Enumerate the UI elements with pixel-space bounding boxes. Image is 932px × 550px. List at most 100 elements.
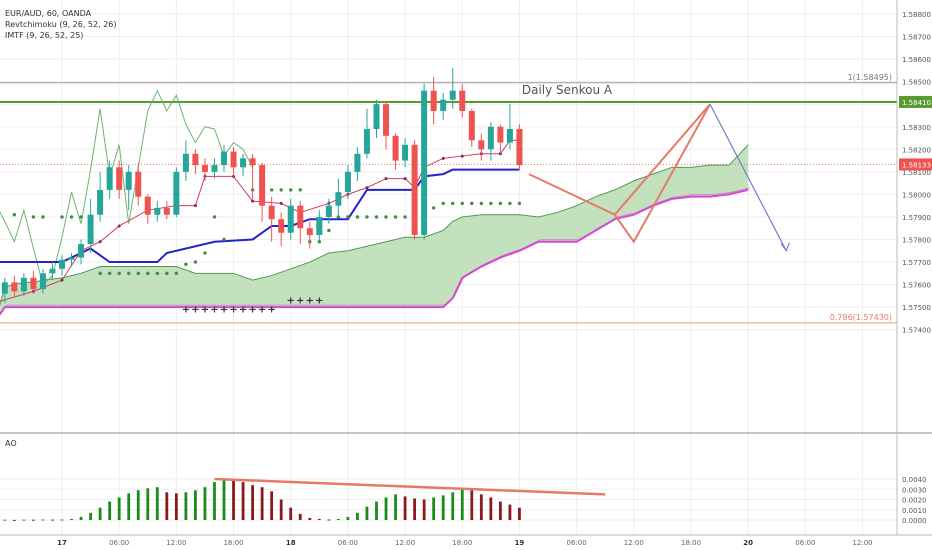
senkou-span-b-line [0, 188, 749, 316]
ao-legend[interactable]: AO [5, 439, 17, 448]
ao-bar [489, 497, 493, 520]
tenkan-dot [279, 201, 283, 205]
candle-body [59, 259, 65, 269]
signal-dot [69, 215, 74, 219]
price-tick-label: 1.58800 [902, 11, 931, 19]
ao-bar [89, 512, 92, 520]
candle-body [449, 90, 456, 100]
arrowhead-icon [780, 242, 790, 253]
ao-bar [508, 504, 512, 520]
plus-marker: + [229, 304, 237, 315]
candle-body [30, 277, 37, 290]
signal-dot [184, 262, 188, 267]
tenkan-dot [251, 199, 255, 203]
ao-bar [41, 519, 45, 521]
signal-dot [222, 237, 226, 242]
signal-dot [117, 271, 121, 276]
price-tick-label: 1.58600 [902, 56, 931, 64]
revtchimoku-legend[interactable]: Revtchimoku (9, 26, 52, 26) [5, 20, 117, 29]
signal-dot [174, 271, 179, 276]
ao-bar [241, 482, 245, 520]
candle-body [316, 216, 323, 235]
plus-marker: + [210, 304, 218, 315]
chikou-line [0, 89, 254, 286]
price-tick-label: 1.57500 [902, 304, 931, 312]
signal-dot [165, 271, 169, 276]
fib-1-label: 1(1.58495) [848, 73, 892, 82]
ao-bar [155, 487, 159, 520]
ao-tick-label: 0.0030 [902, 486, 927, 494]
candle-body [182, 153, 189, 172]
candle-body [259, 165, 266, 206]
ao-bar [498, 501, 502, 520]
candle-body [402, 144, 409, 161]
price-tick-label: 1.57900 [902, 214, 931, 222]
candle-body [201, 165, 208, 172]
time-tick-label: 20 [743, 539, 753, 547]
signal-dot [384, 215, 388, 219]
candle-body [135, 171, 142, 197]
plus-marker: + [239, 304, 247, 315]
candle-body [97, 189, 104, 215]
candle-body [287, 205, 294, 233]
ao-bar [365, 506, 369, 520]
tenkan-dot [441, 156, 445, 160]
plus-marker: + [258, 304, 266, 315]
ao-bar [432, 497, 436, 520]
candle-body [230, 151, 237, 168]
signal-dot [298, 188, 302, 192]
time-tick-label: 06:00 [109, 539, 129, 547]
tenkan-dot [117, 224, 121, 228]
candle-body [125, 171, 132, 190]
ao-bar [403, 496, 407, 520]
price-tag [899, 95, 932, 108]
candle-body [87, 214, 94, 245]
ao-bar [213, 482, 216, 520]
time-tick-label: 19 [515, 539, 525, 547]
signal-dot [451, 201, 455, 206]
horizontal-levels[interactable]: 1(1.58495) Daily Senkou A 0.786(1.57430) [0, 73, 897, 324]
signal-dot [374, 215, 379, 219]
ao-bar [308, 517, 312, 520]
ao-bar [174, 493, 178, 520]
candle-body [440, 99, 447, 111]
ao-tick-label: 0.0000 [902, 517, 927, 525]
candle-body [49, 268, 56, 274]
tenkan-dot [98, 240, 102, 244]
candle-body [383, 104, 390, 136]
ao-bar [260, 487, 264, 520]
price-tick-label: 1.58200 [902, 146, 931, 154]
plus-marker: + [182, 304, 190, 315]
ao-bar [356, 512, 359, 520]
candle-body [278, 219, 285, 233]
symbol-legend[interactable]: EUR/AUD, 60, OANDA [5, 9, 92, 18]
ao-bar [451, 492, 455, 520]
price-tick-label: 1.58500 [902, 79, 931, 87]
ao-bar [470, 490, 474, 520]
ao-tick-label: 0.0020 [902, 497, 927, 505]
signal-dot [41, 215, 45, 219]
imtf-legend[interactable]: IMTF (9, 26, 52, 25) [5, 31, 84, 40]
signal-dot [193, 260, 198, 264]
signal-dot [517, 201, 522, 206]
candle-body [421, 90, 428, 235]
signal-dot [403, 215, 407, 219]
time-tick-label: 12:00 [852, 539, 872, 547]
candle-body [268, 205, 275, 220]
ao-bar [251, 485, 254, 520]
ao-bar [394, 494, 397, 520]
tenkan-dot [460, 154, 464, 158]
signal-dot [31, 215, 36, 219]
signal-dot [127, 271, 131, 276]
trend-drawings[interactable] [528, 103, 790, 253]
price-tick-label: 1.58300 [902, 124, 931, 132]
time-tick-label: 18 [286, 539, 296, 547]
candle-body [373, 104, 380, 130]
candle-body [211, 165, 218, 172]
ao-bar [136, 490, 140, 520]
ao-bar [32, 519, 35, 521]
plus-marker: + [306, 295, 314, 306]
ao-bar [298, 513, 302, 520]
